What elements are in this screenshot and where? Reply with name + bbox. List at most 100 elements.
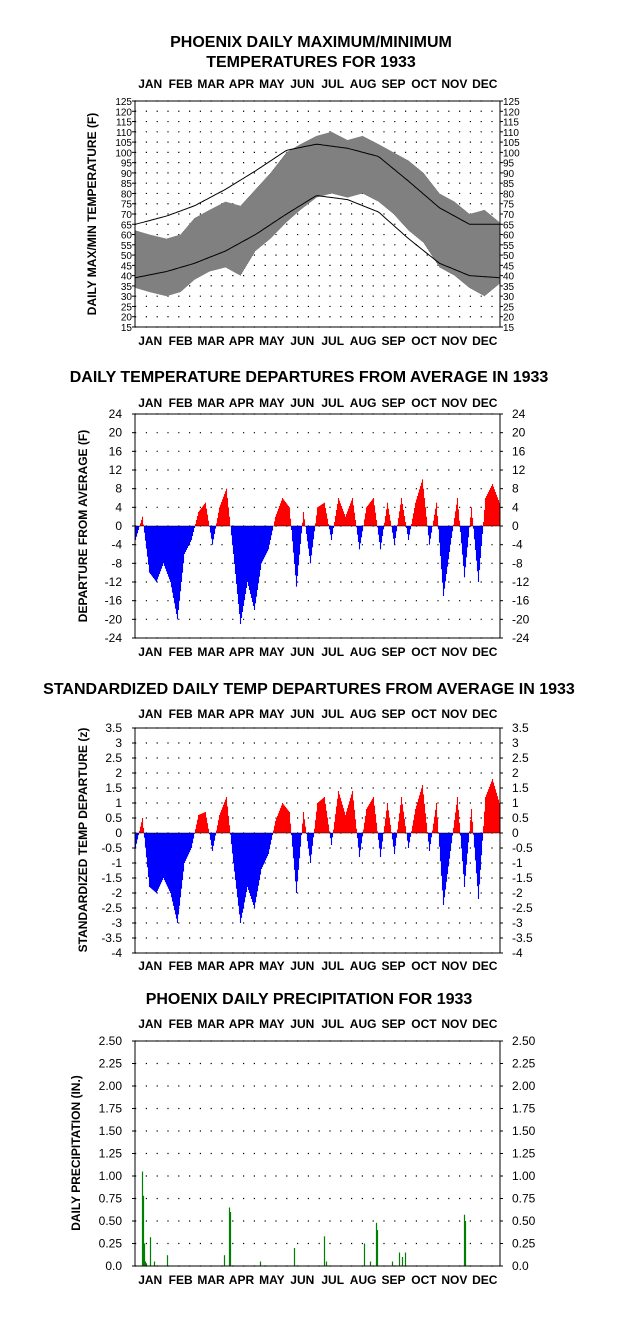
month-label-top: NOV [441,396,467,410]
y-tick-label-left: 30 [121,292,133,303]
month-label-bottom: MAY [259,645,285,659]
y-tick-label-right: 8 [512,482,519,496]
month-label-bottom: OCT [411,959,437,973]
y-tick-label-right: 110 [503,128,519,139]
chart-title: STANDARDIZED DAILY TEMP DEPARTURES FROM … [43,681,575,698]
month-label-top: OCT [411,396,437,410]
y-tick-label-right: 16 [512,444,526,458]
y-tick-label-left: 40 [121,272,133,283]
plot-border [134,727,501,954]
y-tick-label-left: 0.50 [99,1214,123,1228]
y-tick-label-left: 0.75 [99,1192,123,1206]
chart-title: PHOENIX DAILY PRECIPITATION FOR 1933 [146,991,473,1008]
month-label-bottom: FEB [169,334,193,348]
month-label-top: OCT [411,1017,437,1031]
y-tick-label-left: 1.5 [105,781,122,795]
y-tick-label-right: 95 [503,159,515,170]
y-tick-label-right: -2 [512,886,523,900]
month-label-bottom: JUN [290,1273,314,1287]
month-label-top: FEB [169,707,193,721]
precipitation-chart: PHOENIX DAILY PRECIPITATION FOR 1933 JAN J… [69,991,536,1287]
month-label-top: JUL [321,1017,344,1031]
y-tick-label-right: 0.5 [512,811,529,825]
y-tick-label-left: 2.50 [99,1034,123,1048]
y-tick-label-right: 60 [503,231,515,242]
month-label-bottom: SEP [382,645,406,659]
y-tick-label-left: 80 [121,189,133,200]
y-tick-label-left: -1.5 [101,871,122,885]
chart-title-line: PHOENIX DAILY MAXIMUM/MINIMUM [170,34,452,51]
month-label-bottom: NOV [441,334,467,348]
y-tick-label-left: 2.5 [105,751,122,765]
y-tick-label-left: 2.25 [99,1057,123,1071]
month-label-top: JAN [138,77,162,91]
month-label-top: APR [229,77,255,91]
y-tick-label-right: -1.5 [512,871,533,885]
month-label-bottom: MAY [259,1273,285,1287]
y-tick-label-right: 55 [503,241,515,252]
y-tick-label-left: 16 [109,444,123,458]
month-label-bottom: NOV [441,1273,467,1287]
y-tick-label-right: 15 [503,323,515,334]
y-tick-label-right: -24 [512,631,530,645]
month-label-bottom: JUN [290,959,314,973]
y-tick-label-right: 105 [503,138,520,149]
month-label-top: JAN [138,396,162,410]
y-tick-label-left: 25 [121,302,133,313]
month-label-bottom: MAY [259,959,285,973]
month-label-top: APR [229,396,255,410]
y-tick-label-left: -2 [111,886,122,900]
month-label-bottom: JUL [321,645,344,659]
y-axis-label: STANDARDIZED TEMP DEPARTURE (z) [76,728,90,953]
y-axis-label: DAILY PRECIPITATION (IN.) [69,1075,83,1231]
month-label-bottom: FEB [169,959,193,973]
y-tick-label-left: 0.5 [105,811,122,825]
month-label-bottom: MAR [197,334,225,348]
month-label-top: MAY [259,77,285,91]
y-tick-label-left: 2.00 [99,1079,123,1093]
y-tick-label-right: 1 [512,796,519,810]
y-tick-label-left: 0 [115,519,122,533]
y-tick-label-right: 65 [503,220,515,231]
month-label-top: NOV [441,77,467,91]
y-tick-label-left: 24 [109,407,123,421]
month-label-top: JAN [138,707,162,721]
chart-title-line: TEMPERATURES FOR 1933 [206,54,416,71]
y-tick-label-right: 80 [503,189,515,200]
y-tick-label-right: -0.5 [512,841,533,855]
month-label-bottom: DEC [472,1273,498,1287]
month-label-bottom: OCT [411,334,437,348]
departure-chart: DAILY TEMPERATURE DEPARTURES FROM AVERAG… [70,369,549,659]
y-tick-label-right: 24 [512,407,526,421]
month-label-bottom: NOV [441,645,467,659]
chart-title: DAILY TEMPERATURE DEPARTURES FROM AVERAG… [70,369,549,386]
y-tick-label-left: 2 [115,766,122,780]
y-tick-label-left: 95 [121,159,133,170]
y-tick-label-left: 105 [115,138,132,149]
y-tick-label-left: 50 [121,251,133,262]
month-label-top: FEB [169,1017,193,1031]
y-tick-label-left: 0 [115,826,122,840]
y-tick-label-right: -12 [512,575,530,589]
month-label-top: JUN [290,1017,314,1031]
y-tick-label-left: 1.00 [99,1169,123,1183]
y-tick-label-right: 50 [503,251,515,262]
y-tick-label-left: 1.75 [99,1102,123,1116]
month-label-bottom: JAN [138,645,162,659]
month-label-bottom: SEP [382,334,406,348]
month-label-top: OCT [411,77,437,91]
y-tick-label-left: -4 [111,538,122,552]
month-label-bottom: DEC [472,334,498,348]
y-tick-label-right: 20 [512,426,526,440]
month-label-top: FEB [169,77,193,91]
month-label-top: MAY [259,396,285,410]
month-label-top: DEC [472,396,498,410]
y-tick-label-right: 2.00 [512,1079,536,1093]
y-tick-label-right: 4 [512,500,519,514]
month-label-bottom: APR [229,1273,255,1287]
maxmin-chart: PHOENIX DAILY MAXIMUM/MINIMUM TEMPERATURE… [85,34,520,348]
y-tick-label-right: 40 [503,272,515,283]
month-label-bottom: APR [229,645,255,659]
y-tick-label-left: 70 [121,210,133,221]
month-label-top: APR [229,1017,255,1031]
